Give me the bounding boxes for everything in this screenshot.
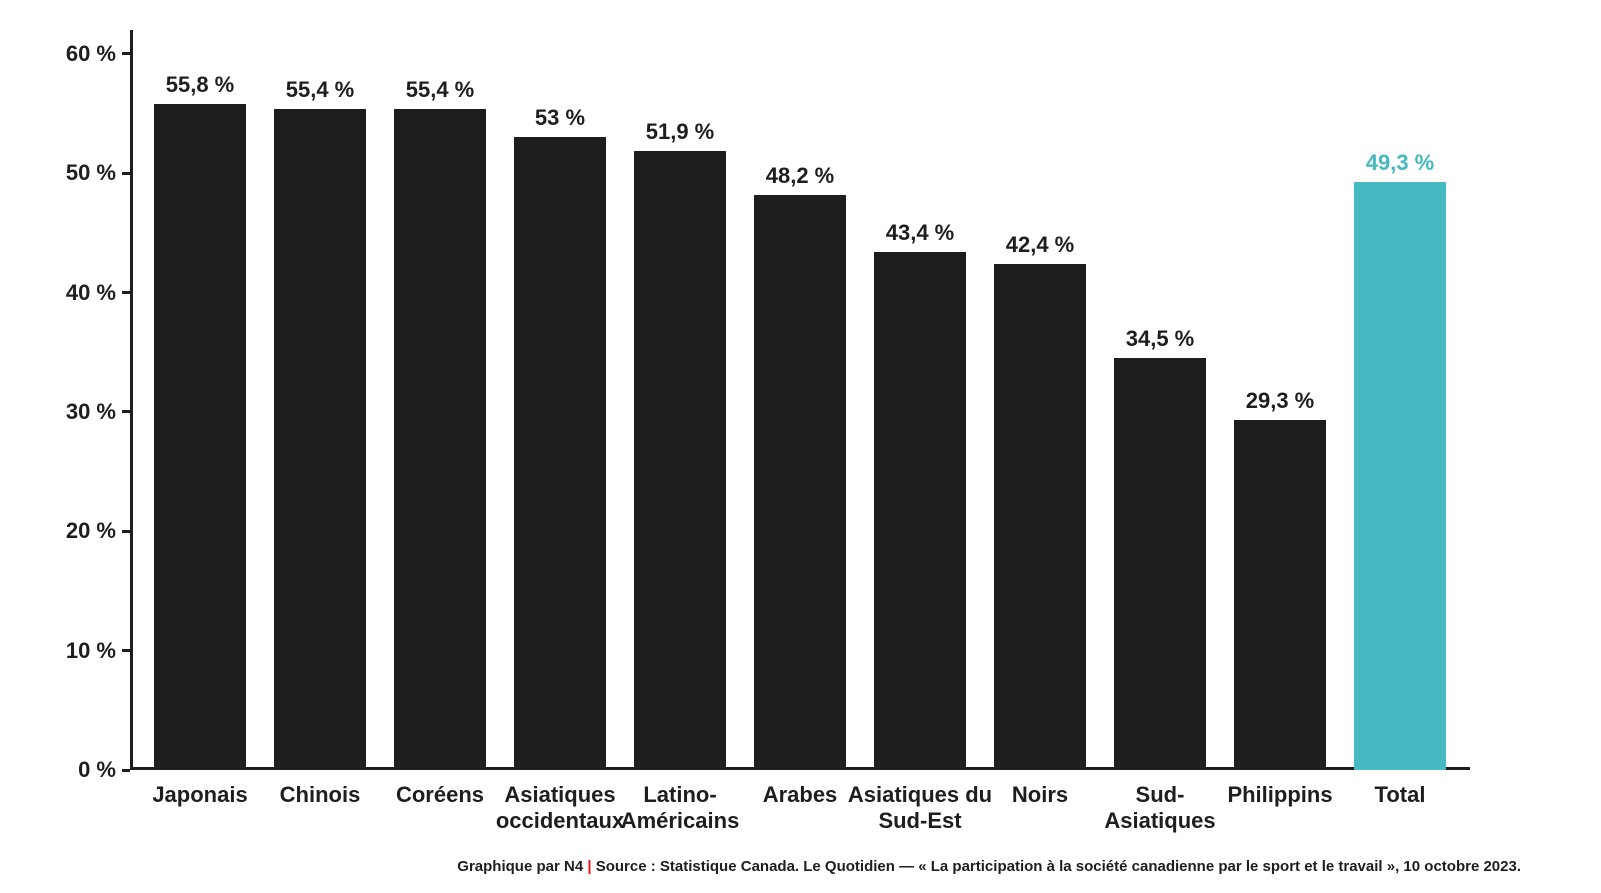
chart-footer: Graphique par N4 | Source : Statistique … <box>457 858 1521 875</box>
bar-rect <box>634 151 725 770</box>
bar-rect <box>514 137 605 770</box>
bar-value-label: 29,3 % <box>1246 388 1315 414</box>
bar-value-label: 34,5 % <box>1126 326 1195 352</box>
bar-rect <box>754 195 845 770</box>
bar-slot: 53 %Asiatiques occidentaux <box>500 30 620 770</box>
bars-group: 55,8 %Japonais55,4 %Chinois55,4 %Coréens… <box>130 30 1470 770</box>
bar-rect <box>1234 420 1325 770</box>
y-tick-mark <box>122 291 130 294</box>
bar-value-label: 53 % <box>535 105 585 131</box>
bar-value-label: 42,4 % <box>1006 232 1075 258</box>
bar-slot: 55,4 %Coréens <box>380 30 500 770</box>
y-tick-mark <box>122 52 130 55</box>
chart-container: 55,8 %Japonais55,4 %Chinois55,4 %Coréens… <box>0 0 1601 893</box>
y-tick-label: 40 % <box>66 280 116 306</box>
bar-value-label: 49,3 % <box>1366 150 1435 176</box>
bar-rect <box>1354 182 1445 770</box>
bar-slot: 55,8 %Japonais <box>140 30 260 770</box>
bar-rect <box>874 252 965 770</box>
footer-source: Source : Statistique Canada. Le Quotidie… <box>596 858 1521 875</box>
y-tick-mark <box>122 769 130 772</box>
y-tick-mark <box>122 530 130 533</box>
bar-value-label: 48,2 % <box>766 163 835 189</box>
bar-slot: 51,9 %Latino-Américains <box>620 30 740 770</box>
y-tick-label: 60 % <box>66 41 116 67</box>
y-tick-label: 0 % <box>78 757 116 783</box>
bar-slot: 48,2 %Arabes <box>740 30 860 770</box>
bar-slot: 49,3 %Total <box>1340 30 1460 770</box>
footer-separator: | <box>583 858 596 875</box>
bar-rect <box>274 109 365 770</box>
bar-rect <box>154 104 245 770</box>
bar-value-label: 43,4 % <box>886 220 955 246</box>
bar-value-label: 55,8 % <box>166 72 235 98</box>
y-tick-mark <box>122 172 130 175</box>
y-tick-mark <box>122 410 130 413</box>
y-tick-label: 50 % <box>66 160 116 186</box>
y-tick-label: 30 % <box>66 399 116 425</box>
bar-rect <box>994 264 1085 770</box>
y-tick-label: 20 % <box>66 518 116 544</box>
y-tick-mark <box>122 649 130 652</box>
bar-slot: 43,4 %Asiatiques du Sud-Est <box>860 30 980 770</box>
bar-rect <box>1114 358 1205 770</box>
bar-value-label: 55,4 % <box>286 77 355 103</box>
bar-slot: 42,4 %Noirs <box>980 30 1100 770</box>
bar-value-label: 51,9 % <box>646 119 715 145</box>
y-tick-label: 10 % <box>66 638 116 664</box>
x-tick-label: Total <box>1322 782 1478 808</box>
bar-value-label: 55,4 % <box>406 77 475 103</box>
footer-prefix: Graphique par N4 <box>457 858 583 875</box>
bar-rect <box>394 109 485 770</box>
bar-slot: 34,5 %Sud-Asiatiques <box>1100 30 1220 770</box>
plot-area: 55,8 %Japonais55,4 %Chinois55,4 %Coréens… <box>130 30 1470 770</box>
bar-slot: 29,3 %Philippins <box>1220 30 1340 770</box>
bar-slot: 55,4 %Chinois <box>260 30 380 770</box>
